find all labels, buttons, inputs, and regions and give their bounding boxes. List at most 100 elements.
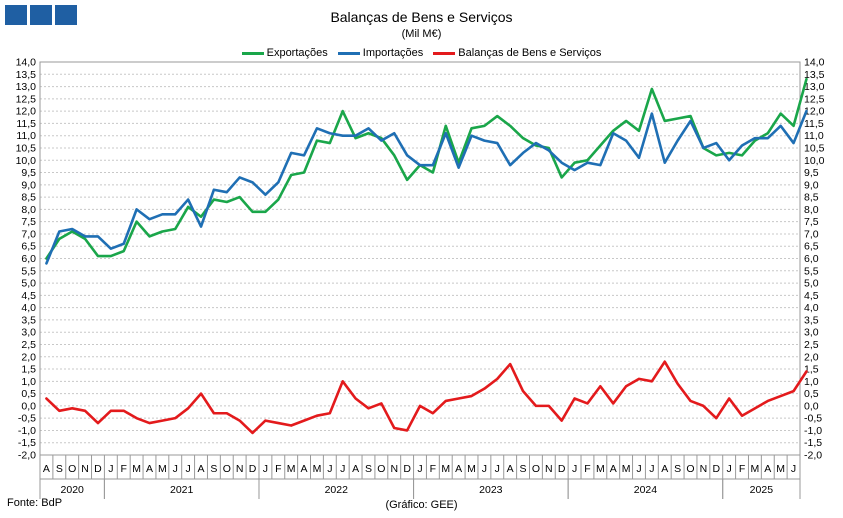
legend-swatch-exports [241,51,264,55]
y-tick-label-right: 8,5 [804,192,819,204]
y-tick-label-left: 8,5 [21,192,36,204]
x-tick-label: J [263,463,268,475]
y-tick-label-right: 4,0 [804,302,819,314]
y-tick-label-right: 6,5 [804,241,819,253]
y-tick-label-left: 4,0 [21,302,36,314]
x-tick-label: F [121,463,127,475]
x-tick-label: J [495,463,500,475]
x-tick-label: N [390,463,398,475]
chart-title: Balanças de Bens e Serviços [330,9,513,25]
y-tick-label-right: -0,5 [804,413,822,425]
x-tick-label: M [776,463,785,475]
y-tick-label-left: 7,0 [21,228,36,240]
y-tick-label-left: 6,5 [21,241,36,253]
y-tick-label-left: 5,0 [21,278,36,290]
y-tick-label-left: 12,0 [16,106,37,118]
x-tick-label: M [287,463,296,475]
y-tick-label-left: 10,0 [16,155,37,167]
x-tick-label: O [68,463,76,475]
year-label: 2021 [170,484,194,496]
y-tick-label-right: 5,0 [804,278,819,290]
year-label: 2023 [479,484,503,496]
x-tick-label: D [558,463,566,475]
x-tick-label: A [301,463,308,475]
y-tick-label-right: 3,0 [804,327,819,339]
x-tick-label: O [532,463,540,475]
x-tick-label: M [467,463,476,475]
x-tick-label: F [275,463,281,475]
series-line-imports [45,109,808,265]
x-tick-label: J [482,463,487,475]
y-tick-label-right: 13,0 [804,81,825,93]
x-tick-label: J [173,463,178,475]
y-tick-label-right: 11,5 [804,118,824,130]
y-tick-label-right: 6,0 [804,253,819,265]
y-tick-label-left: 2,5 [21,339,36,351]
y-tick-label-left: 9,5 [21,167,36,179]
x-tick-label: J [572,463,577,475]
y-tick-label-right: 1,5 [804,364,819,376]
gee-logo [5,5,77,25]
y-tick-label-left: 6,0 [21,253,36,265]
x-tick-label: J [186,463,191,475]
y-tick-label-right: 9,5 [804,167,819,179]
year-label: 2024 [634,484,658,496]
x-tick-label: O [377,463,385,475]
y-tick-label-right: 0,5 [804,388,819,400]
x-tick-label: A [352,463,359,475]
x-tick-label: D [403,463,411,475]
y-tick-label-right: 13,5 [804,69,825,81]
y-tick-label-left: 8,0 [21,204,36,216]
y-tick-label-left: 9,0 [21,179,36,191]
y-tick-label-left: 11,0 [16,130,36,142]
logo-block-2 [30,5,52,25]
y-tick-label-left: -1,5 [18,437,36,449]
x-tick-label: S [56,463,63,475]
x-tick-label: S [210,463,217,475]
x-tick-label: S [365,463,372,475]
x-tick-label: J [636,463,641,475]
x-tick-label: D [94,463,102,475]
y-tick-label-right: 4,5 [804,290,819,302]
x-tick-label: D [712,463,720,475]
plot-area [39,61,801,456]
x-tick-label: N [236,463,244,475]
y-tick-label-left: 2,0 [21,351,36,363]
y-tick-label-right: 2,0 [804,351,819,363]
x-tick-label: A [43,463,50,475]
x-tick-label: A [764,463,771,475]
x-tick-label: J [108,463,113,475]
year-label: 2025 [750,484,774,496]
y-tick-label-left: -2,0 [18,450,36,462]
x-tick-label: O [223,463,231,475]
logo-block-1 [5,5,27,25]
x-tick-label: M [441,463,450,475]
chart-credit: (Gráfico: GEE) [385,499,458,511]
y-tick-label-right: 10,0 [804,155,825,167]
x-tick-label: A [198,463,205,475]
y-tick-label-right: 1,0 [804,376,819,388]
x-tick-label: J [327,463,332,475]
x-tick-label: J [417,463,422,475]
y-tick-label-left: 7,5 [21,216,36,228]
y-tick-label-right: 5,5 [804,265,819,277]
series-line-exports [45,77,808,260]
x-tick-label: N [545,463,553,475]
y-tick-label-left: 12,5 [16,93,37,105]
chart-legend: Exportações Importações Balanças de Bens… [0,47,843,59]
source-note: Fonte: BdP [7,497,63,509]
x-tick-label: A [146,463,153,475]
y-tick-label-right: 7,5 [804,216,819,228]
y-tick-label-left: -1,0 [18,425,36,437]
year-label: 2022 [325,484,349,496]
y-tick-label-left: 13,0 [16,81,37,93]
year-label: 2020 [61,484,85,496]
x-tick-label: M [132,463,141,475]
series-line-balance [45,360,808,435]
y-tick-label-right: -1,0 [804,425,822,437]
y-tick-label-right: 7,0 [804,228,819,240]
y-tick-label-left: 13,5 [16,69,37,81]
x-tick-label: O [686,463,694,475]
logo-block-3 [55,5,77,25]
y-tick-label-left: 3,5 [21,314,36,326]
